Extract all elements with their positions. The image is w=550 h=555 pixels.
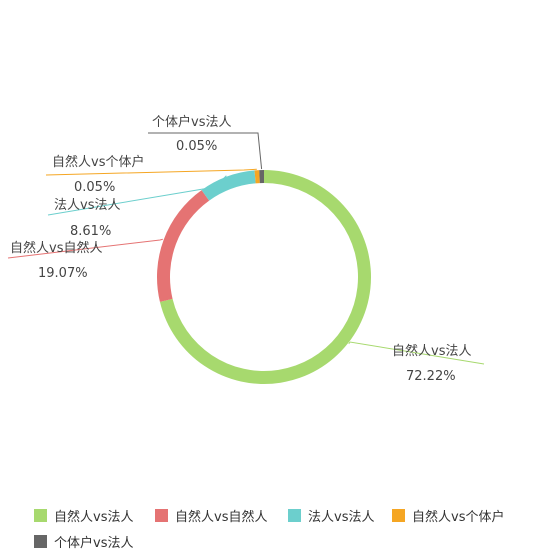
leader-line-4 <box>148 132 263 170</box>
legend-swatch-4 <box>34 534 47 548</box>
donut-chart: 自然人vs法人 72.22% 自然人vs自然人 19.07% 法人vs法人 8.61% 自然… <box>7 114 485 384</box>
slice-4[interactable] <box>259 170 264 184</box>
leader-line-3 <box>45 168 257 176</box>
slice-label-value-3: 0.05% <box>74 180 115 195</box>
legend-swatch-0 <box>34 508 47 522</box>
slice-label-value-1: 19.07% <box>38 266 88 281</box>
legend-label-4: 个体户vs法人 <box>54 535 134 551</box>
slice-1[interactable] <box>156 190 210 302</box>
slice-2[interactable] <box>201 170 256 201</box>
slice-label-name-1: 自然人vs自然人 <box>10 240 102 256</box>
leader-line-2 <box>47 175 227 216</box>
legend-label-3: 自然人vs个体户 <box>412 509 505 525</box>
slice-label-name-4: 个体户vs法人 <box>152 114 231 130</box>
leader-line-1 <box>7 238 163 259</box>
legend-swatch-1 <box>155 508 168 522</box>
slice-label-value-2: 8.61% <box>70 224 111 239</box>
slice-label-name-0: 自然人vs法人 <box>392 343 471 359</box>
legend-swatch-3 <box>392 508 405 522</box>
legend-swatch-2 <box>288 508 301 522</box>
slice-label-name-3: 自然人vs个体户 <box>52 154 144 170</box>
slice-label-value-0: 72.22% <box>406 369 456 384</box>
legend-label-2: 法人vs法人 <box>308 509 375 525</box>
leader-line-0 <box>348 341 485 365</box>
legend-item-1[interactable]: 自然人vs自然人 <box>155 506 268 525</box>
legend-item-3[interactable]: 自然人vs个体户 <box>392 506 505 525</box>
legend-item-2[interactable]: 法人vs法人 <box>288 506 375 525</box>
legend-item-0[interactable]: 自然人vs法人 <box>34 506 134 525</box>
legend-label-0: 自然人vs法人 <box>54 509 134 525</box>
slice-3[interactable] <box>254 170 260 184</box>
legend-item-4[interactable]: 个体户vs法人 <box>34 532 134 551</box>
slice-label-value-4: 0.05% <box>176 139 217 154</box>
slice-label-name-2: 法人vs法人 <box>54 198 120 213</box>
legend-label-1: 自然人vs自然人 <box>175 509 268 525</box>
